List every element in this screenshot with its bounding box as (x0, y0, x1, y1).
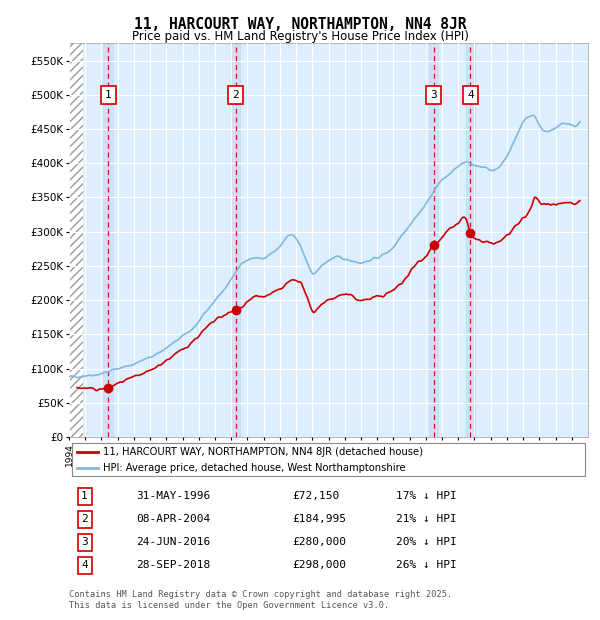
Text: 17% ↓ HPI: 17% ↓ HPI (396, 491, 457, 501)
Text: 20% ↓ HPI: 20% ↓ HPI (396, 538, 457, 547)
Text: 21% ↓ HPI: 21% ↓ HPI (396, 514, 457, 524)
Text: 2: 2 (232, 90, 239, 100)
Text: 11, HARCOURT WAY, NORTHAMPTON, NN4 8JR (detached house): 11, HARCOURT WAY, NORTHAMPTON, NN4 8JR (… (103, 446, 423, 456)
Text: 11, HARCOURT WAY, NORTHAMPTON, NN4 8JR: 11, HARCOURT WAY, NORTHAMPTON, NN4 8JR (134, 17, 466, 32)
Text: 3: 3 (430, 90, 437, 100)
Text: 31-MAY-1996: 31-MAY-1996 (136, 491, 211, 501)
Text: 4: 4 (467, 90, 474, 100)
Text: £280,000: £280,000 (292, 538, 346, 547)
Text: £298,000: £298,000 (292, 560, 346, 570)
Text: £72,150: £72,150 (292, 491, 340, 501)
Text: 3: 3 (81, 538, 88, 547)
Text: 2: 2 (81, 514, 88, 524)
Bar (466, 43, 475, 437)
Text: Price paid vs. HM Land Registry's House Price Index (HPI): Price paid vs. HM Land Registry's House … (131, 30, 469, 43)
FancyBboxPatch shape (71, 443, 586, 476)
Text: Contains HM Land Registry data © Crown copyright and database right 2025.
This d: Contains HM Land Registry data © Crown c… (69, 590, 452, 609)
Text: 28-SEP-2018: 28-SEP-2018 (136, 560, 211, 570)
Text: 4: 4 (81, 560, 88, 570)
Bar (69, 40, 83, 437)
Bar (103, 43, 113, 437)
Text: 1: 1 (81, 491, 88, 501)
Text: £184,995: £184,995 (292, 514, 346, 524)
Text: 08-APR-2004: 08-APR-2004 (136, 514, 211, 524)
Bar (429, 43, 439, 437)
Bar (231, 43, 241, 437)
Text: 26% ↓ HPI: 26% ↓ HPI (396, 560, 457, 570)
Text: 24-JUN-2016: 24-JUN-2016 (136, 538, 211, 547)
Text: HPI: Average price, detached house, West Northamptonshire: HPI: Average price, detached house, West… (103, 463, 406, 474)
Text: 1: 1 (105, 90, 112, 100)
